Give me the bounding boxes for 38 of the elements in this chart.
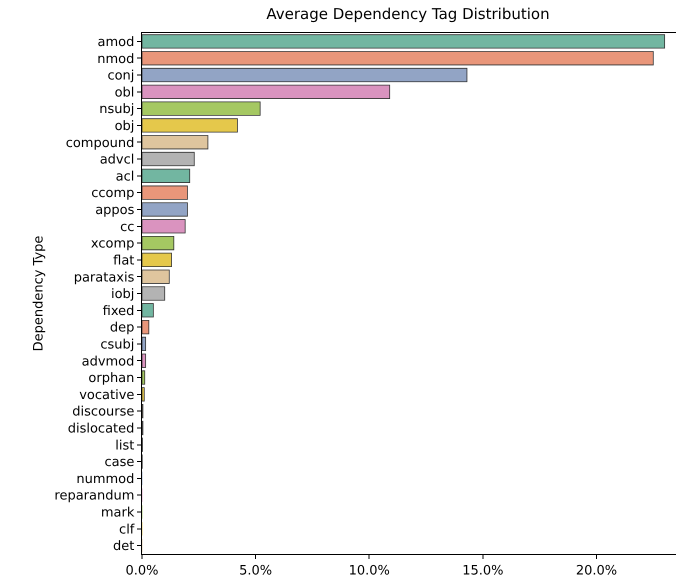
chart-title: Average Dependency Tag Distribution xyxy=(266,5,550,24)
y-axis-title: Dependency Type xyxy=(31,236,46,352)
y-tick-label: nummod xyxy=(76,472,134,487)
y-tick-label: case xyxy=(104,455,134,470)
y-tick-label: obj xyxy=(114,118,134,134)
y-tick-label: acl xyxy=(116,169,134,184)
y-tick-label: nsubj xyxy=(99,102,134,118)
x-tick-label: 5.0% xyxy=(239,564,272,579)
y-tick-label: dislocated xyxy=(68,422,134,436)
y-tick-label: xcomp xyxy=(90,236,134,252)
y-tick-label: parataxis xyxy=(74,270,135,286)
y-tick-label: obl xyxy=(114,85,134,100)
x-tick-label: 20.0% xyxy=(576,564,618,579)
y-tick-label: clf xyxy=(119,522,135,538)
y-tick-label: compound xyxy=(66,136,134,151)
x-tick-label: 15.0% xyxy=(462,564,504,579)
y-tick-label: advmod xyxy=(82,354,134,370)
y-tick-label: list xyxy=(115,438,134,454)
y-tick-label: flat xyxy=(113,253,134,268)
y-tick-label: orphan xyxy=(88,371,134,386)
y-tick-label: det xyxy=(113,539,134,554)
x-tick-label: 0.0% xyxy=(125,564,159,579)
y-tick-label: iobj xyxy=(110,287,134,302)
y-tick-label: fixed xyxy=(102,304,134,319)
y-tick-label: conj xyxy=(107,68,134,84)
y-tick-label: amod xyxy=(98,34,134,50)
y-tick-label: csubj xyxy=(100,337,134,352)
y-tick-label: reparandum xyxy=(54,488,134,504)
y-tick-label: dep xyxy=(110,320,134,336)
y-tick-label: cc xyxy=(120,220,134,235)
y-tick-label: vocative xyxy=(79,388,134,403)
y-tick-label: advcl xyxy=(100,152,134,168)
y-tick-label: discourse xyxy=(72,404,134,420)
y-tick-label: nmod xyxy=(97,52,134,67)
x-tick-label: 10.0% xyxy=(348,564,390,579)
y-tick-label: appos xyxy=(95,203,135,218)
y-tick-label: ccomp xyxy=(91,186,134,202)
y-tick-label: mark xyxy=(100,506,135,521)
